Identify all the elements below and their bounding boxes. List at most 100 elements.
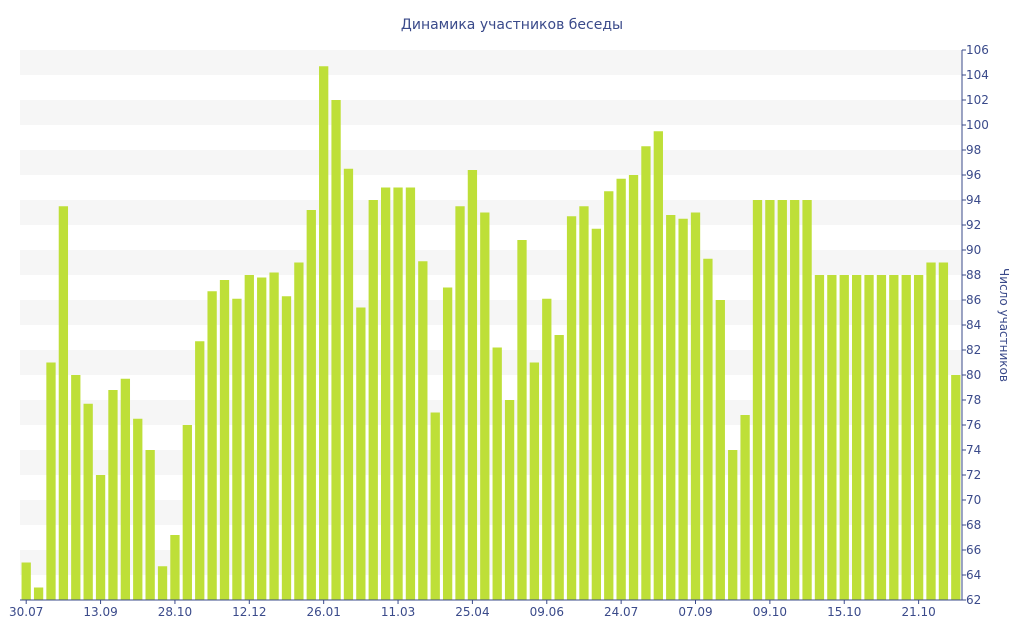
bar bbox=[827, 275, 837, 600]
bar bbox=[839, 275, 849, 600]
bar bbox=[157, 566, 168, 600]
bar bbox=[21, 562, 31, 600]
bar bbox=[951, 375, 961, 600]
y-tick-label: 104 bbox=[966, 68, 989, 82]
bar bbox=[381, 187, 391, 600]
y-tick-label: 74 bbox=[966, 443, 981, 457]
bar bbox=[368, 200, 378, 600]
grid-band bbox=[20, 50, 962, 75]
x-tick-labels: 30.07 13.09 28.10 12.12 26.01 11.03 25.04 09.06… bbox=[9, 600, 936, 619]
bar bbox=[418, 261, 428, 600]
y-tick-label: 102 bbox=[966, 93, 989, 107]
bar bbox=[740, 415, 750, 600]
bar bbox=[207, 291, 217, 600]
bar bbox=[281, 296, 292, 600]
bar bbox=[492, 347, 502, 600]
y-tick-label: 78 bbox=[966, 393, 981, 407]
bar bbox=[628, 175, 639, 600]
bar bbox=[257, 277, 267, 600]
bar bbox=[542, 298, 552, 600]
x-tick-label: 09.06 bbox=[530, 605, 564, 619]
bar bbox=[715, 300, 725, 600]
bar bbox=[752, 200, 763, 600]
bar bbox=[678, 218, 688, 600]
bar bbox=[33, 587, 44, 600]
bar bbox=[195, 341, 205, 600]
bar bbox=[554, 335, 564, 600]
bar bbox=[641, 146, 651, 600]
y-tick-label: 96 bbox=[966, 168, 981, 182]
bar bbox=[83, 403, 93, 600]
x-tick-label: 30.07 bbox=[9, 605, 43, 619]
bar bbox=[182, 425, 192, 600]
y-tick-label: 80 bbox=[966, 368, 981, 382]
bar bbox=[95, 475, 106, 600]
y-tick-labels: 62 64 66 68 70 72 74 76 78 80 82 84 86 88 90 92 94 96 98 10… bbox=[962, 43, 989, 607]
bar bbox=[504, 400, 515, 600]
bar bbox=[442, 287, 453, 600]
bar bbox=[653, 131, 663, 600]
x-tick-label: 25.04 bbox=[455, 605, 489, 619]
bar bbox=[889, 275, 899, 600]
bar bbox=[604, 191, 614, 600]
y-axis-label: Число участников bbox=[997, 268, 1011, 382]
bars-group bbox=[21, 66, 961, 600]
bar bbox=[703, 258, 713, 600]
y-tick-label: 100 bbox=[966, 118, 989, 132]
y-tick-label: 72 bbox=[966, 468, 981, 482]
bar bbox=[430, 412, 440, 600]
bar bbox=[480, 212, 490, 600]
grid-band bbox=[20, 250, 962, 275]
bar bbox=[901, 275, 911, 600]
y-tick-label: 82 bbox=[966, 343, 981, 357]
grid-band bbox=[20, 100, 962, 125]
y-tick-label: 62 bbox=[966, 593, 981, 607]
bar bbox=[219, 280, 230, 600]
bar bbox=[170, 535, 180, 600]
bar bbox=[405, 187, 416, 600]
bar bbox=[529, 362, 540, 600]
y-tick-label: 94 bbox=[966, 193, 981, 207]
y-tick-label: 84 bbox=[966, 318, 981, 332]
grid-band bbox=[20, 150, 962, 175]
y-tick-label: 66 bbox=[966, 543, 981, 557]
bar bbox=[232, 298, 242, 600]
bar bbox=[926, 262, 936, 600]
bar bbox=[58, 206, 69, 600]
x-tick-label: 12.12 bbox=[232, 605, 266, 619]
bar bbox=[765, 200, 775, 600]
bar bbox=[666, 215, 676, 600]
y-tick-label: 70 bbox=[966, 493, 981, 507]
x-tick-label: 24.07 bbox=[604, 605, 638, 619]
bar bbox=[244, 275, 254, 600]
bar bbox=[566, 216, 577, 600]
bar bbox=[455, 206, 465, 600]
y-tick-label: 68 bbox=[966, 518, 981, 532]
x-tick-label: 15.10 bbox=[827, 605, 861, 619]
x-tick-label: 11.03 bbox=[381, 605, 415, 619]
bar bbox=[467, 170, 478, 600]
bar bbox=[343, 168, 354, 600]
bar bbox=[294, 262, 304, 600]
bar bbox=[864, 275, 874, 600]
y-tick-label: 92 bbox=[966, 218, 981, 232]
bar bbox=[591, 228, 602, 600]
bar bbox=[331, 100, 341, 600]
bar bbox=[517, 240, 527, 600]
bar bbox=[728, 450, 738, 600]
bar bbox=[690, 212, 701, 600]
x-tick-label: 21.10 bbox=[901, 605, 935, 619]
y-tick-label: 90 bbox=[966, 243, 981, 257]
bar bbox=[108, 390, 118, 600]
y-tick-label: 98 bbox=[966, 143, 981, 157]
bar bbox=[269, 272, 279, 600]
y-tick-label: 88 bbox=[966, 268, 981, 282]
y-tick-label: 106 bbox=[966, 43, 989, 57]
y-tick-label: 86 bbox=[966, 293, 981, 307]
bar bbox=[356, 307, 366, 600]
bar bbox=[876, 275, 887, 600]
bar bbox=[938, 262, 949, 600]
x-tick-label: 13.09 bbox=[83, 605, 117, 619]
bar bbox=[319, 66, 329, 600]
